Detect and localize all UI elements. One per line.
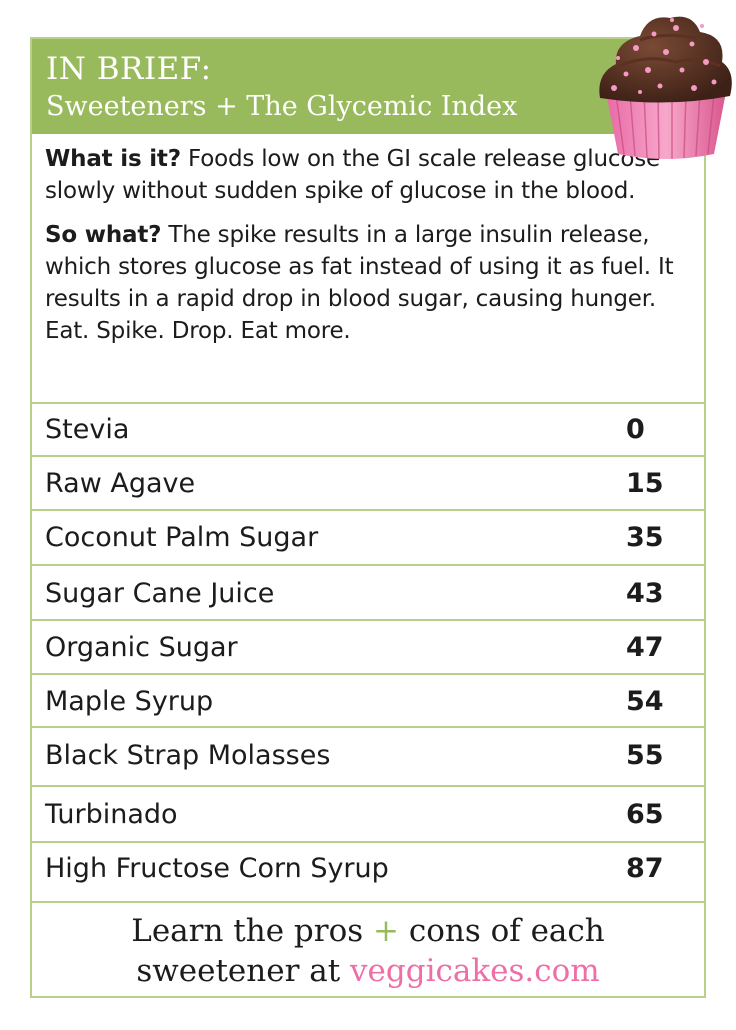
gi-value: 43 xyxy=(626,578,664,609)
infographic-card: IN BRIEF: Sweeteners + The Glycemic Inde… xyxy=(30,37,706,998)
gi-value: 87 xyxy=(626,853,664,884)
intro-text: What is it? Foods low on the GI scale re… xyxy=(45,143,693,359)
footer-line-1: Learn the pros + cons of each xyxy=(32,913,704,949)
sweetener-name: Stevia xyxy=(45,414,130,445)
sweetener-name: Organic Sugar xyxy=(45,632,238,663)
gi-value: 15 xyxy=(626,468,664,499)
sweetener-name: Black Strap Molasses xyxy=(45,740,331,771)
gi-value: 55 xyxy=(626,740,664,771)
header-banner: IN BRIEF: Sweeteners + The Glycemic Inde… xyxy=(32,39,704,134)
sweetener-name: Raw Agave xyxy=(45,468,196,499)
footer-text-a: Learn the pros xyxy=(131,913,373,949)
footer-text-c: sweetener at xyxy=(136,953,351,989)
what-is-it-text: Foods low on the GI scale release glucos… xyxy=(45,146,660,204)
table-row: Maple Syrup 54 xyxy=(32,673,704,726)
gi-value: 54 xyxy=(626,686,664,717)
cupcake-icon xyxy=(599,16,732,160)
sweetener-name: High Fructose Corn Syrup xyxy=(45,853,389,884)
so-what-text: The spike results in a large insulin rel… xyxy=(45,222,674,344)
so-what-paragraph: So what? The spike results in a large in… xyxy=(45,219,693,347)
plus-sign: + xyxy=(373,913,399,949)
gi-value: 35 xyxy=(626,522,664,553)
what-is-it-label: What is it? xyxy=(45,146,181,172)
sweetener-name: Maple Syrup xyxy=(45,686,214,717)
gi-value: 0 xyxy=(626,414,645,445)
gi-value: 47 xyxy=(626,632,664,663)
gi-value: 65 xyxy=(626,799,664,830)
table-row: High Fructose Corn Syrup 87 xyxy=(32,841,704,901)
what-is-it-paragraph: What is it? Foods low on the GI scale re… xyxy=(45,143,693,207)
sweetener-name: Sugar Cane Juice xyxy=(45,578,275,609)
footer-line-2: sweetener at veggicakes.com xyxy=(32,953,704,989)
table-row: Organic Sugar 47 xyxy=(32,619,704,673)
page-title: IN BRIEF: xyxy=(46,51,212,87)
sweetener-name: Coconut Palm Sugar xyxy=(45,522,319,553)
website-link[interactable]: veggicakes.com xyxy=(350,953,600,989)
table-row: Coconut Palm Sugar 35 xyxy=(32,509,704,564)
sweetener-name: Turbinado xyxy=(45,799,178,830)
footer-text-b: cons of each xyxy=(398,913,605,949)
page-subtitle: Sweeteners + The Glycemic Index xyxy=(46,91,518,122)
table-row: Turbinado 65 xyxy=(32,785,704,841)
footer-callout: Learn the pros + cons of each sweetener … xyxy=(32,901,704,996)
table-row: Stevia 0 xyxy=(32,402,704,455)
table-row: Raw Agave 15 xyxy=(32,455,704,509)
table-row: Black Strap Molasses 55 xyxy=(32,726,704,785)
so-what-label: So what? xyxy=(45,222,162,248)
table-row: Sugar Cane Juice 43 xyxy=(32,564,704,619)
